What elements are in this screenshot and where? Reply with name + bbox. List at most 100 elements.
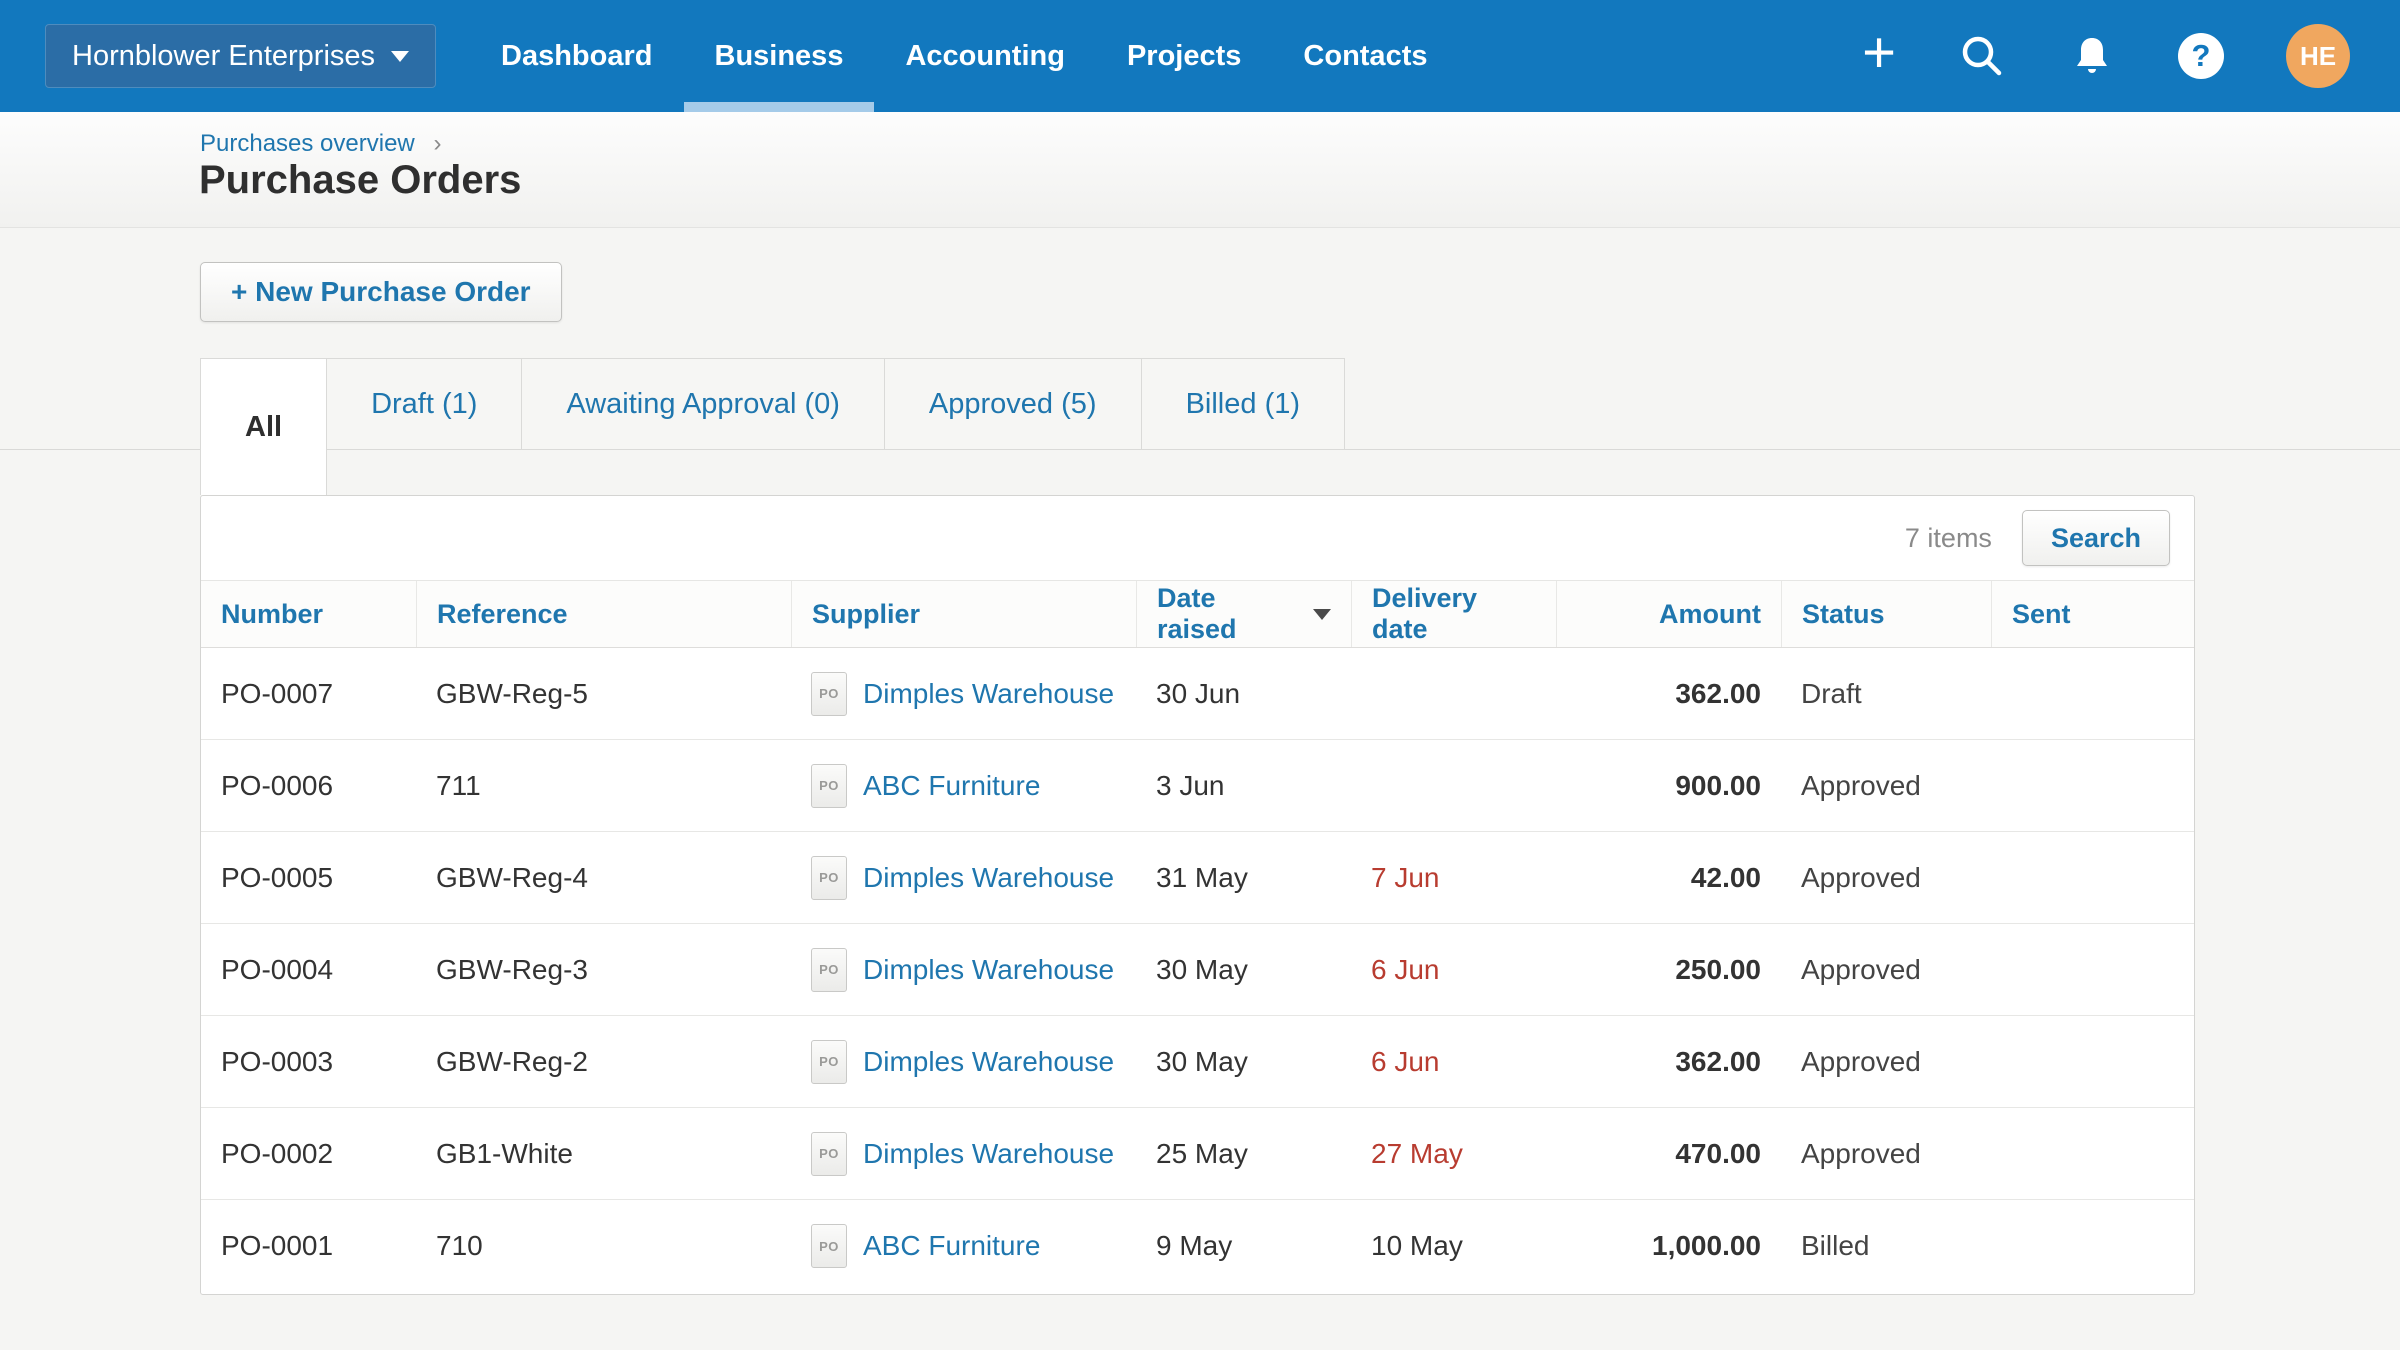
- breadcrumb-separator: ›: [433, 130, 441, 157]
- table-row[interactable]: PO-0004 GBW-Reg-3 PO Dimples Warehouse 3…: [201, 924, 2194, 1016]
- supplier-link[interactable]: Dimples Warehouse: [863, 1138, 1114, 1170]
- amount-cell: 250.00: [1556, 924, 1781, 1015]
- amount-cell: 1,000.00: [1556, 1200, 1781, 1292]
- help-button[interactable]: ?: [2178, 33, 2224, 79]
- sent-cell: [1991, 924, 2096, 1015]
- date-raised-cell: 3 Jun: [1136, 740, 1351, 831]
- status-cell: Approved: [1781, 924, 1991, 1015]
- avatar[interactable]: HE: [2286, 24, 2350, 88]
- sort-descending-icon: [1313, 609, 1331, 620]
- column-header-date-raised[interactable]: Date raised: [1136, 581, 1351, 647]
- spacer-cell: [2096, 1200, 2194, 1292]
- supplier-link[interactable]: Dimples Warehouse: [863, 1046, 1114, 1078]
- breadcrumb: Purchases overview ›: [200, 130, 441, 158]
- po-reference-cell: GBW-Reg-5: [416, 648, 791, 739]
- table-row[interactable]: PO-0001 710 PO ABC Furniture 9 May 10 Ma…: [201, 1200, 2194, 1292]
- nav-item[interactable]: Accounting: [874, 0, 1096, 112]
- bell-icon: [2068, 32, 2116, 80]
- supplier-link[interactable]: ABC Furniture: [863, 1230, 1040, 1262]
- purchase-order-document-icon: PO: [811, 764, 847, 808]
- po-number-cell: PO-0005: [201, 832, 416, 923]
- po-number-cell: PO-0003: [201, 1016, 416, 1107]
- po-number-cell: PO-0002: [201, 1108, 416, 1199]
- spacer-cell: [2096, 648, 2194, 739]
- delivery-date-cell: [1351, 740, 1556, 831]
- column-header-number[interactable]: Number: [201, 581, 416, 647]
- column-header-delivery-date[interactable]: Delivery date: [1351, 581, 1556, 647]
- organisation-menu-button[interactable]: Hornblower Enterprises: [45, 24, 436, 88]
- purchase-order-document-icon: PO: [811, 1040, 847, 1084]
- po-number-cell: PO-0006: [201, 740, 416, 831]
- sent-cell: [1991, 1108, 2096, 1199]
- help-icon: ?: [2178, 33, 2224, 79]
- search-icon: [1958, 32, 2006, 80]
- column-header-sent[interactable]: Sent: [1991, 581, 2096, 647]
- date-raised-cell: 30 Jun: [1136, 648, 1351, 739]
- table-toolbar: 7 items Search: [201, 496, 2194, 580]
- plus-icon: +: [1862, 24, 1896, 82]
- nav-item[interactable]: Dashboard: [470, 0, 683, 112]
- supplier-cell: PO Dimples Warehouse: [791, 1016, 1136, 1107]
- supplier-cell: PO ABC Furniture: [791, 740, 1136, 831]
- status-cell: Billed: [1781, 1200, 1991, 1292]
- status-filter-tab[interactable]: All: [200, 358, 327, 495]
- supplier-link[interactable]: Dimples Warehouse: [863, 862, 1114, 894]
- page-header: Purchases overview › Purchase Orders: [0, 112, 2400, 228]
- search-toggle-button[interactable]: Search: [2022, 510, 2170, 566]
- column-header-supplier[interactable]: Supplier: [791, 581, 1136, 647]
- po-reference-cell: GBW-Reg-4: [416, 832, 791, 923]
- supplier-link[interactable]: ABC Furniture: [863, 770, 1040, 802]
- table-row[interactable]: PO-0003 GBW-Reg-2 PO Dimples Warehouse 3…: [201, 1016, 2194, 1108]
- nav-item[interactable]: Contacts: [1272, 0, 1458, 112]
- supplier-cell: PO Dimples Warehouse: [791, 832, 1136, 923]
- breadcrumb-purchases-overview-link[interactable]: Purchases overview: [200, 130, 415, 157]
- date-raised-cell: 9 May: [1136, 1200, 1351, 1292]
- po-number-cell: PO-0004: [201, 924, 416, 1015]
- table-row[interactable]: PO-0002 GB1-White PO Dimples Warehouse 2…: [201, 1108, 2194, 1200]
- supplier-cell: PO Dimples Warehouse: [791, 648, 1136, 739]
- delivery-date-cell: 6 Jun: [1351, 924, 1556, 1015]
- amount-cell: 900.00: [1556, 740, 1781, 831]
- main-menu: Dashboard Business Accounting Projects C…: [470, 0, 1458, 112]
- date-raised-cell: 25 May: [1136, 1108, 1351, 1199]
- notifications-button[interactable]: [2068, 32, 2116, 80]
- date-raised-cell: 30 May: [1136, 924, 1351, 1015]
- spacer-cell: [2096, 1108, 2194, 1199]
- column-header-reference[interactable]: Reference: [416, 581, 791, 647]
- table-header-row: Number Reference Supplier Date raised De…: [201, 580, 2194, 648]
- nav-item[interactable]: Business: [684, 0, 875, 112]
- status-filter-tab[interactable]: Approved (5): [884, 358, 1142, 450]
- create-new-button[interactable]: +: [1862, 30, 1896, 82]
- date-raised-cell: 30 May: [1136, 1016, 1351, 1107]
- status-filter-tab[interactable]: Draft (1): [326, 358, 522, 450]
- column-header-status[interactable]: Status: [1781, 581, 1991, 647]
- delivery-date-cell: [1351, 648, 1556, 739]
- amount-cell: 362.00: [1556, 648, 1781, 739]
- supplier-cell: PO Dimples Warehouse: [791, 1108, 1136, 1199]
- table-row[interactable]: PO-0006 711 PO ABC Furniture 3 Jun 900.0…: [201, 740, 2194, 832]
- table-row[interactable]: PO-0007 GBW-Reg-5 PO Dimples Warehouse 3…: [201, 648, 2194, 740]
- status-cell: Draft: [1781, 648, 1991, 739]
- supplier-link[interactable]: Dimples Warehouse: [863, 678, 1114, 710]
- status-filter-tab[interactable]: Billed (1): [1141, 358, 1345, 450]
- items-count: 7 items: [1905, 523, 1992, 554]
- purchase-order-document-icon: PO: [811, 672, 847, 716]
- search-button[interactable]: [1958, 32, 2006, 80]
- top-nav: Hornblower Enterprises Dashboard Busines…: [0, 0, 2400, 112]
- column-header-amount[interactable]: Amount: [1556, 581, 1781, 647]
- sent-cell: [1991, 740, 2096, 831]
- column-header-spacer: [2096, 581, 2194, 647]
- table-body: PO-0007 GBW-Reg-5 PO Dimples Warehouse 3…: [201, 648, 2194, 1292]
- po-number-cell: PO-0007: [201, 648, 416, 739]
- po-reference-cell: 711: [416, 740, 791, 831]
- supplier-link[interactable]: Dimples Warehouse: [863, 954, 1114, 986]
- new-purchase-order-button[interactable]: + New Purchase Order: [200, 262, 562, 322]
- nav-item[interactable]: Projects: [1096, 0, 1272, 112]
- avatar-initials: HE: [2300, 41, 2336, 72]
- amount-cell: 362.00: [1556, 1016, 1781, 1107]
- table-row[interactable]: PO-0005 GBW-Reg-4 PO Dimples Warehouse 3…: [201, 832, 2194, 924]
- sent-cell: [1991, 648, 2096, 739]
- status-filter-tab[interactable]: Awaiting Approval (0): [521, 358, 885, 450]
- sent-cell: [1991, 1016, 2096, 1107]
- nav-utilities: + ? HE: [1862, 24, 2350, 88]
